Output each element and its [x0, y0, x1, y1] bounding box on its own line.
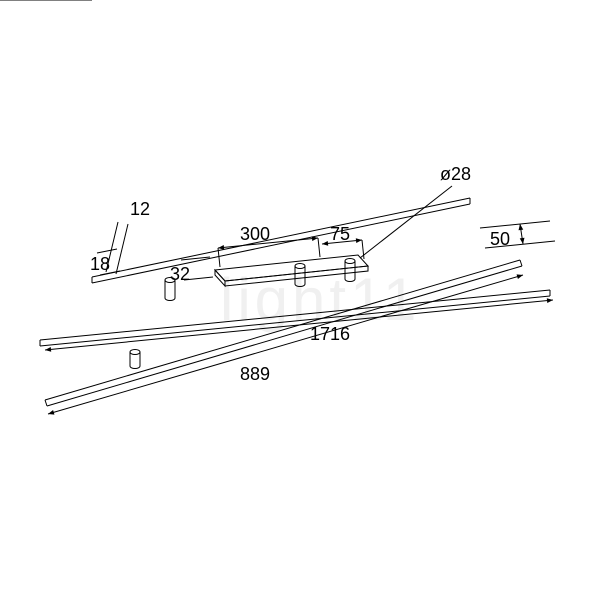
dim300-line-arrow-0	[218, 245, 224, 250]
dim75-line-arrow-0	[322, 241, 328, 246]
dim-75: 75	[330, 224, 350, 244]
bar3-cap-right	[520, 260, 522, 266]
dim-12: 12	[130, 199, 150, 219]
dim-50: 50	[490, 229, 510, 249]
dim-32: 32	[170, 264, 190, 284]
bar3-cap-left	[45, 400, 47, 406]
dim300-t2	[318, 238, 320, 257]
d28-leader	[360, 186, 452, 258]
dim889-line-arrow-0	[48, 410, 54, 415]
technical-drawing: light11 12 ø28 300 75 50 18 32 1716 889	[0, 0, 603, 603]
dim50-line-arrow-0	[519, 224, 524, 230]
dim50-line-arrow-1	[520, 238, 525, 244]
dim-d28: ø28	[440, 164, 471, 184]
dim50-a	[480, 221, 550, 228]
peg1-bottom	[165, 298, 175, 301]
peg4-bottom	[130, 366, 140, 369]
dim18-a	[97, 249, 117, 253]
dim-1716: 1716	[310, 324, 350, 344]
dim-889: 889	[240, 364, 270, 384]
dim-300: 300	[240, 224, 270, 244]
dim889-line-arrow-1	[517, 274, 523, 279]
peg4-top	[130, 350, 140, 355]
dim12-wb	[116, 224, 128, 274]
peg3-top	[345, 259, 355, 264]
dim-18: 18	[90, 254, 110, 274]
dim75-line-arrow-1	[356, 238, 362, 243]
